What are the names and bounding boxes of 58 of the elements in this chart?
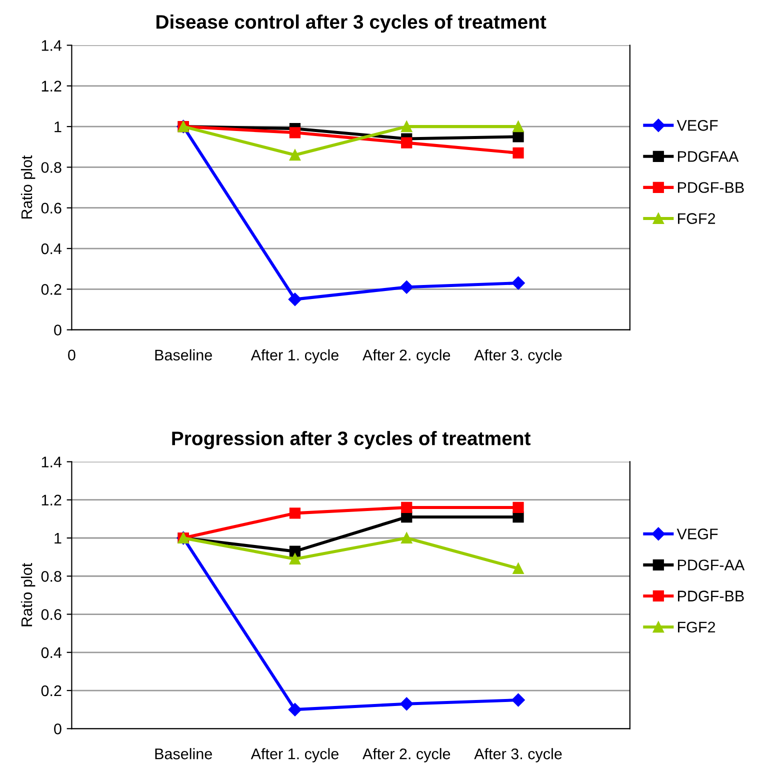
y-tick-label: 1.2	[42, 494, 62, 506]
x-tick-label: After 1. cycle	[250, 349, 338, 364]
point	[512, 511, 524, 523]
point	[401, 502, 412, 514]
point	[288, 292, 302, 306]
x-tick-label: Baseline	[155, 748, 212, 760]
y-axis-title: Ratio plot	[20, 563, 36, 626]
point	[289, 546, 301, 557]
legend-label: PDGF-BB	[678, 182, 744, 193]
y-tick-label: 0.8	[41, 570, 62, 582]
y-tick-label: 1.2	[42, 80, 62, 92]
x-tick-label: After 3. cycle	[474, 748, 562, 762]
point	[289, 149, 301, 161]
chart-title: Progression after 3 cycles of treatment	[172, 430, 531, 450]
x-tick-label: Baseline	[155, 349, 212, 360]
y-tick-label: 0.6	[41, 609, 62, 620]
point	[512, 131, 524, 142]
y-tick-label: 0.4	[41, 647, 62, 658]
x-tick-label: After 2. cycle	[362, 349, 450, 364]
x-tick-label: After 1. cycle	[250, 748, 338, 762]
point	[401, 121, 412, 132]
y-tick-label: 0.8	[41, 162, 62, 173]
legend-label: FGF2	[678, 213, 716, 224]
point	[512, 147, 524, 159]
legend-label: PDGF-AA	[678, 560, 745, 570]
legend-label: FGF2	[678, 622, 716, 633]
y-tick-label: 0.4	[41, 243, 62, 254]
y-axis-title: Ratio plot	[20, 155, 36, 219]
y-tick-label: 1	[54, 533, 62, 544]
legend-label: PDGF-BB	[678, 590, 744, 602]
point	[512, 276, 525, 290]
point	[400, 280, 414, 294]
y-tick-label: 1.4	[42, 456, 62, 468]
y-tick-label: 0	[54, 324, 62, 336]
point	[289, 553, 301, 565]
point	[289, 127, 301, 138]
legend-label: PDGFAA	[678, 151, 739, 162]
y-tick-label: 1	[54, 122, 62, 132]
point	[288, 702, 302, 716]
point	[289, 508, 301, 519]
point	[512, 502, 524, 514]
point	[401, 137, 412, 148]
x-tick-label: After 2. cycle	[362, 748, 450, 762]
chart-title: Disease control after 3 cycles of treatment	[156, 14, 546, 33]
point	[400, 697, 414, 710]
y-tick-label: 1.4	[42, 40, 62, 51]
x-tick-label: 0	[68, 350, 76, 360]
y-tick-label: 0	[54, 724, 62, 734]
y-tick-label: 0.6	[41, 202, 62, 214]
y-tick-label: 0.2	[41, 685, 62, 696]
point	[401, 532, 412, 544]
legend-label: VEGF	[676, 528, 718, 540]
y-tick-label: 0.2	[41, 284, 62, 295]
point	[512, 121, 524, 132]
x-tick-label: After 3. cycle	[474, 349, 562, 364]
point	[512, 693, 525, 707]
legend-label: VEGF	[676, 120, 718, 131]
point	[512, 562, 524, 574]
